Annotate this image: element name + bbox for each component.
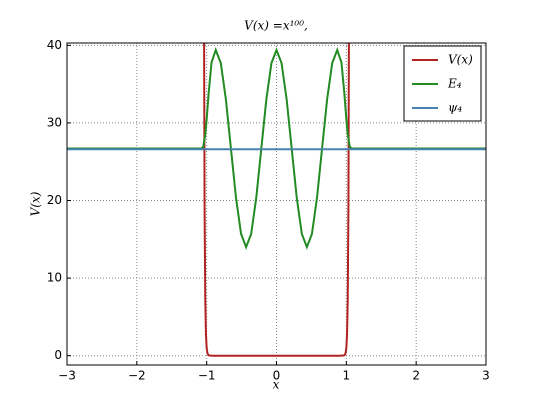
legend-label: E₄ xyxy=(447,77,462,91)
y-tick-label: 20 xyxy=(47,193,62,207)
grid xyxy=(66,43,487,365)
legend-label: ψ₄ xyxy=(448,101,462,115)
x-tick-label: 1 xyxy=(343,369,351,383)
chart-title: V(x) =x¹⁰⁰, xyxy=(244,19,308,33)
x-tick-label: −3 xyxy=(58,369,76,383)
series-line xyxy=(203,43,350,357)
x-tick-label: 2 xyxy=(412,369,420,383)
y-tick-label: 10 xyxy=(47,271,62,285)
x-tick-label: −2 xyxy=(128,369,146,383)
x-tick-label: 3 xyxy=(482,369,490,383)
y-axis-label: V(x) xyxy=(29,191,43,216)
y-tick-label: 40 xyxy=(47,38,62,52)
x-tick-label: −1 xyxy=(198,369,216,383)
x-tick-label: 0 xyxy=(273,369,281,383)
y-tick-label: 30 xyxy=(47,115,62,129)
plot-lines xyxy=(67,43,486,357)
y-tick-label: 0 xyxy=(54,348,62,362)
legend-label: V(x) xyxy=(448,53,473,67)
series-line xyxy=(67,47,486,250)
legend: V(x) E₄ ψ₄ xyxy=(403,45,482,122)
x-axis-label: x xyxy=(273,378,280,392)
